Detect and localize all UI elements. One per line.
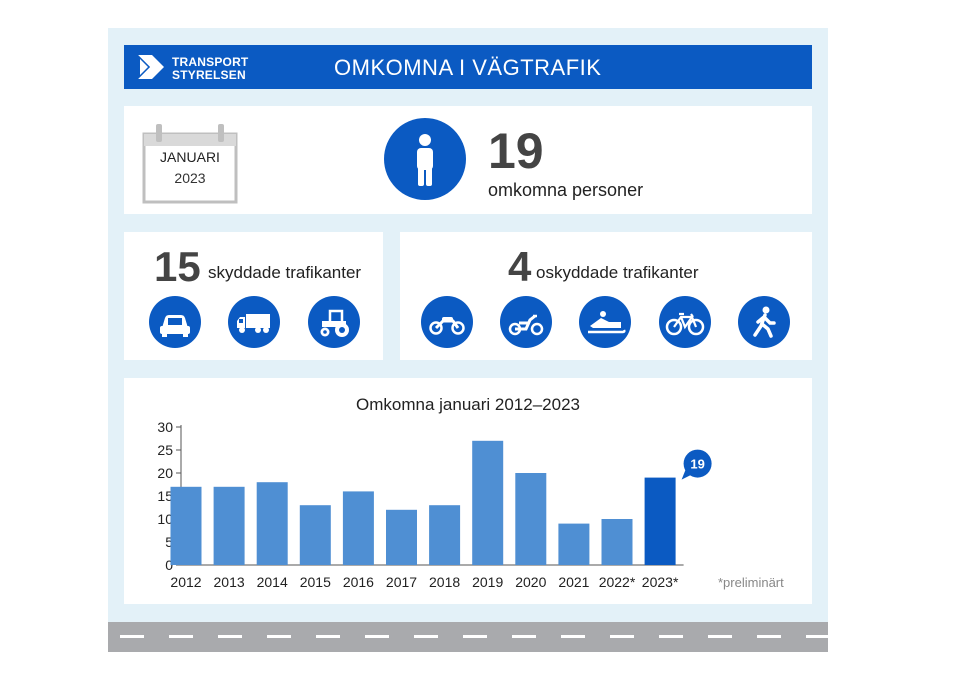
deaths-bar-chart: Omkomna januari 2012–2023 0 5 10 15 20 25 30 2… <box>157 395 712 590</box>
y-tick-label: 25 <box>157 442 173 458</box>
road-dash <box>512 635 536 638</box>
road-dash <box>365 635 389 638</box>
summary-panel: JANUARI 2023 19 omkomna personer <box>124 106 812 214</box>
road-dash <box>463 635 487 638</box>
callout-pointer <box>681 469 692 480</box>
bar-2019 <box>472 440 504 565</box>
bar-2023 <box>644 477 676 565</box>
bar-2017 <box>386 509 417 565</box>
road-dash <box>610 635 634 638</box>
road-dash <box>561 635 585 638</box>
callout-value: 19 <box>690 457 704 472</box>
y-tick-label: 5 <box>165 534 173 550</box>
calendar-icon <box>142 124 238 204</box>
y-tick-label: 30 <box>157 419 173 435</box>
y-tick-label: 10 <box>157 511 173 527</box>
x-tick-label: 2015 <box>300 574 331 590</box>
bar-2022 <box>601 519 633 565</box>
bicycle-icon <box>659 296 711 348</box>
road-dash <box>757 635 781 638</box>
moped-icon <box>500 296 552 348</box>
footnote: *preliminärt <box>718 575 784 590</box>
bar-2013 <box>213 486 245 565</box>
road-decoration <box>108 622 830 652</box>
x-tick-label: 2012 <box>170 574 201 590</box>
pedestrian-icon <box>738 296 790 348</box>
y-tick-label: 20 <box>157 465 173 481</box>
x-tick-label: 2018 <box>429 574 460 590</box>
x-tick-label: 2016 <box>343 574 374 590</box>
bar-2020 <box>515 473 547 565</box>
road-dash <box>267 635 291 638</box>
x-tick-label: 2022* <box>599 574 636 590</box>
callout-circle <box>683 449 712 478</box>
unprotected-label: oskyddade trafikanter <box>536 263 699 282</box>
bar-2016 <box>342 491 374 565</box>
road-dash <box>120 635 144 638</box>
x-tick-label: 2013 <box>214 574 245 590</box>
bar-2012 <box>170 486 202 565</box>
snowmobile-icon <box>579 296 631 348</box>
y-tick-label: 15 <box>157 488 173 504</box>
road-dash <box>659 635 683 638</box>
x-tick-label: 2017 <box>386 574 417 590</box>
road-dash <box>708 635 732 638</box>
road-dash <box>218 635 242 638</box>
header-bar: TRANSPORT STYRELSEN OMKOMNA I VÄGTRAFIK <box>124 45 812 89</box>
x-tick-label: 2021 <box>558 574 589 590</box>
page-title: OMKOMNA I VÄGTRAFIK <box>334 55 602 80</box>
road-dash <box>414 635 438 638</box>
callout-bubble: 19 <box>681 449 712 480</box>
road-dash <box>169 635 193 638</box>
protected-label: skyddade trafikanter <box>208 263 362 282</box>
calendar-month: JANUARI <box>160 149 220 165</box>
logo-line-2: STYRELSEN <box>172 68 246 82</box>
tractor-icon <box>308 296 360 348</box>
x-tick-label: 2023* <box>642 574 679 590</box>
road-dash <box>806 635 830 638</box>
unprotected-count: 4 <box>508 243 532 290</box>
x-tick-label: 2019 <box>472 574 503 590</box>
transportstyrelsen-logo: TRANSPORT STYRELSEN <box>136 53 249 82</box>
calendar-year: 2023 <box>174 170 206 186</box>
total-deaths-count: 19 <box>488 123 544 179</box>
protected-panel: 15 skyddade trafikanter <box>124 232 383 360</box>
y-tick-label: 0 <box>165 557 173 573</box>
x-tick-label: 2020 <box>515 574 546 590</box>
car-icon <box>149 296 201 348</box>
unprotected-panel: 4 oskyddade trafikanter <box>400 232 812 360</box>
motorcycle-icon <box>421 296 473 348</box>
total-deaths-label: omkomna personer <box>488 180 644 200</box>
protected-count: 15 <box>154 243 201 290</box>
bar-2021 <box>558 523 590 565</box>
chart-title: Omkomna januari 2012–2023 <box>356 395 580 414</box>
bar-2015 <box>299 505 331 565</box>
logo-line-1: TRANSPORT <box>172 55 249 69</box>
bar-2014 <box>256 482 288 565</box>
bar-2018 <box>429 505 461 565</box>
truck-icon <box>228 296 280 348</box>
x-tick-label: 2014 <box>257 574 288 590</box>
road-dash <box>316 635 340 638</box>
person-icon <box>384 118 466 200</box>
